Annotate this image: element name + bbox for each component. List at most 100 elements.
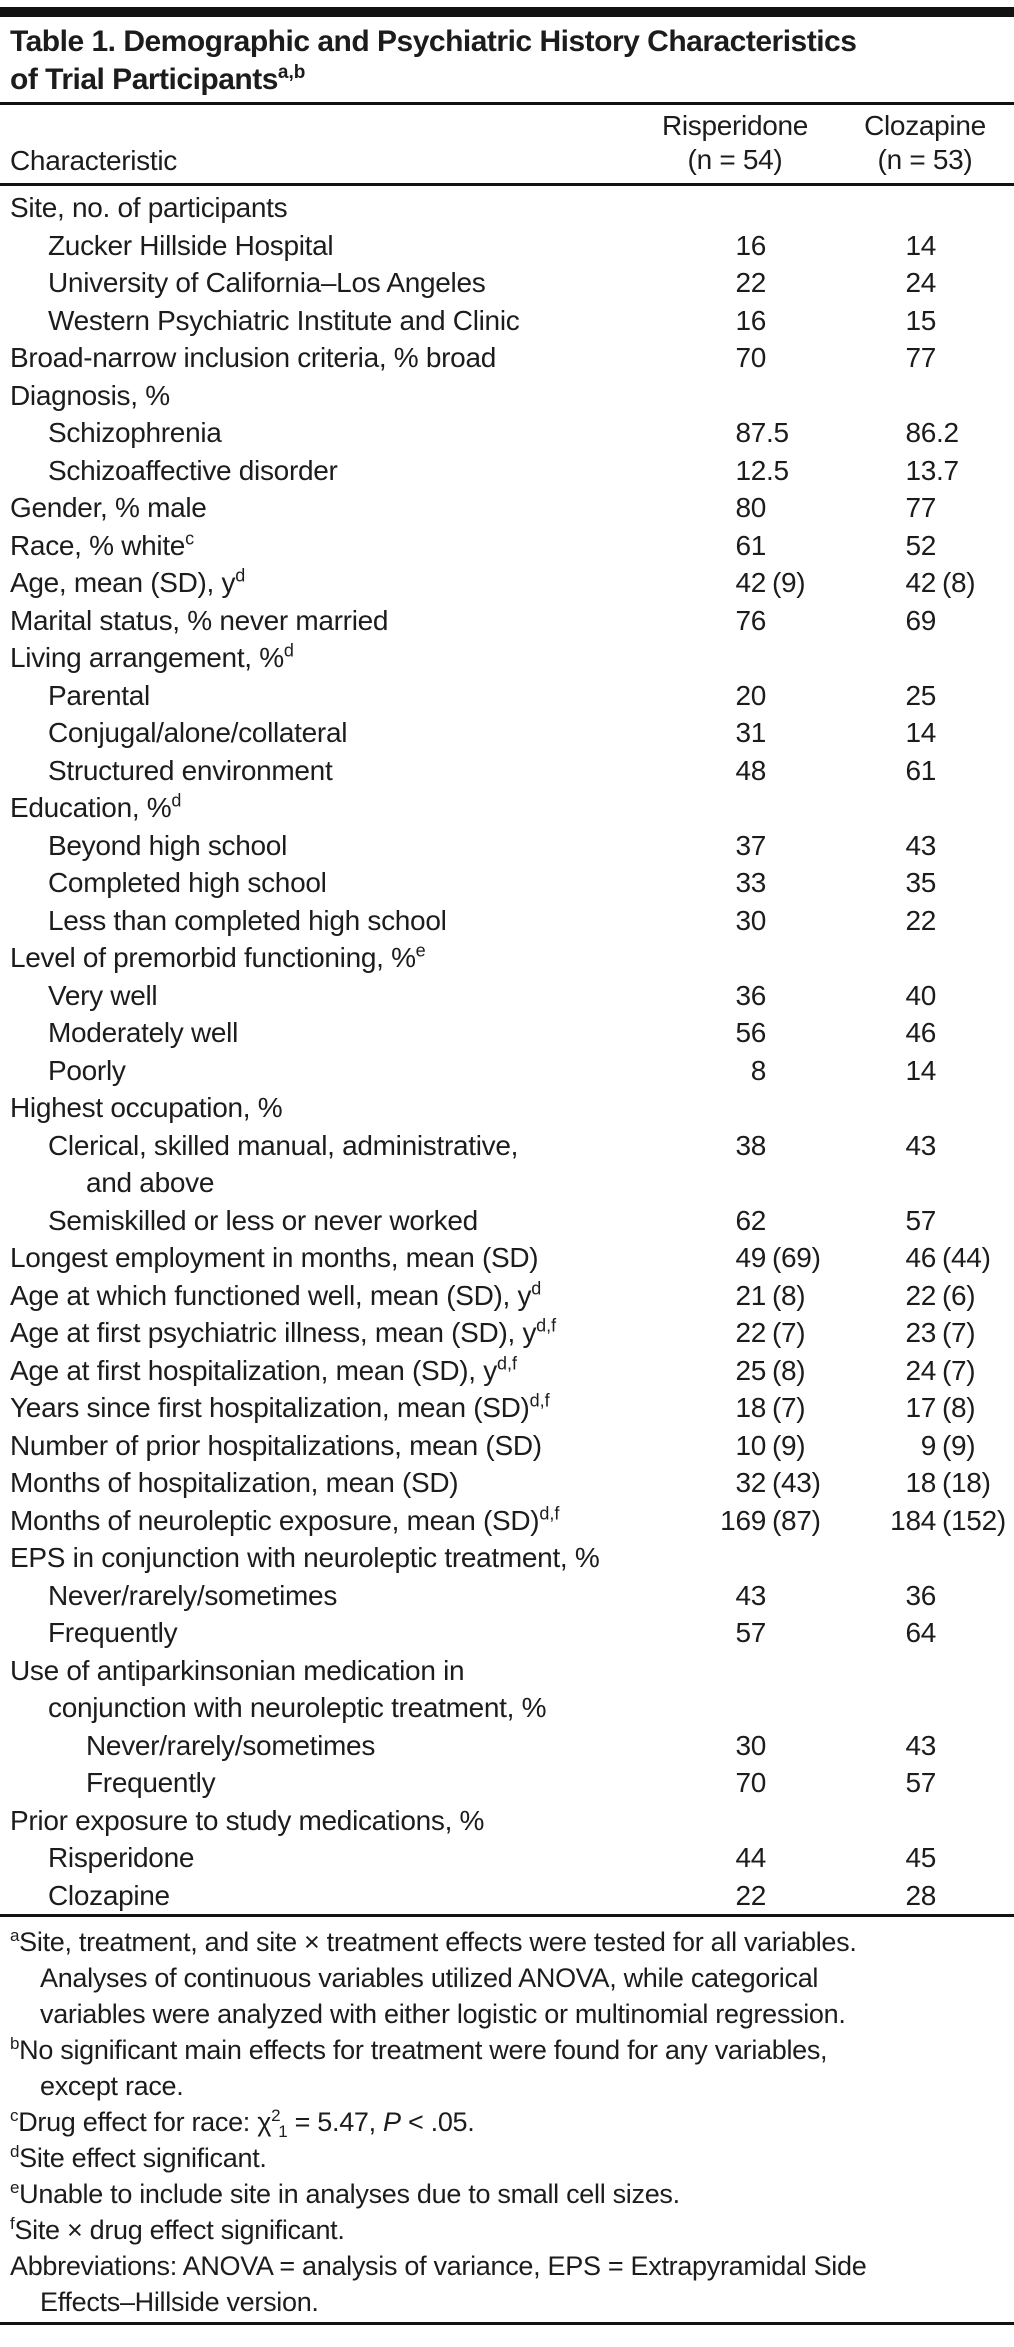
- risperidone-value: 44: [735, 1842, 766, 1873]
- table-row: University of California–Los Angeles 22 …: [10, 264, 1010, 302]
- clozapine-value: 24: [905, 267, 936, 298]
- row-label: Marital status, % never married: [10, 604, 389, 636]
- clozapine-value: 52: [905, 529, 936, 561]
- row-label-cell: Completed high school: [10, 864, 630, 902]
- clozapine-value: 77: [905, 342, 936, 373]
- row-label-cell: Highest occupation, %: [10, 1089, 630, 1127]
- row-label: Living arrangement, %: [10, 642, 284, 673]
- footnote-marker: d: [235, 565, 246, 586]
- row-label-cell: University of California–Los Angeles: [10, 264, 630, 302]
- clozapine-value: 14: [905, 1054, 936, 1086]
- row-label: Never/rarely/sometimes: [86, 1729, 376, 1761]
- row-label: Prior exposure to study medications, %: [10, 1804, 485, 1836]
- clozapine-value: 14: [905, 229, 936, 261]
- row-label-cell: Living arrangement, %d: [10, 639, 630, 677]
- clozapine-value: 77: [905, 492, 936, 523]
- table-row: Completed high school 33 35: [10, 864, 1010, 902]
- table-row: Semiskilled or less or never worked 62 5…: [10, 1202, 1010, 1240]
- table-row: Use of antiparkinsonian medication in co…: [10, 1652, 1010, 1727]
- row-label-cell: EPS in conjunction with neuroleptic trea…: [10, 1539, 630, 1577]
- table-row: Clozapine 22 28: [10, 1877, 1010, 1915]
- row-label: Broad-narrow inclusion criteria, % broad: [10, 342, 496, 373]
- table-row: Never/rarely/sometimes 30 43: [10, 1727, 1010, 1765]
- table-row: EPS in conjunction with neuroleptic trea…: [10, 1539, 1010, 1577]
- footnote-d: dSite effect significant.: [10, 2142, 267, 2173]
- table-row: Level of premorbid functioning, %e: [10, 939, 1010, 977]
- footnote-d-marker: d: [10, 2142, 20, 2161]
- row-label: Clozapine: [48, 1879, 170, 1911]
- row-label-cell: Moderately well: [10, 1014, 630, 1052]
- clozapine-value: 24 (7): [905, 1354, 976, 1386]
- table-row: Months of neuroleptic exposure, mean (SD…: [10, 1502, 1010, 1540]
- row-label: Clerical, skilled manual, administrative…: [48, 1129, 519, 1161]
- table-row: Structured environment 48 61: [10, 752, 1010, 790]
- table-row: Prior exposure to study medications, %: [10, 1802, 1010, 1840]
- table-title-line2: of Trial Participantsa,b: [10, 62, 306, 96]
- risperidone-value: 56: [735, 1017, 766, 1048]
- table-row: Never/rarely/sometimes 43 36: [10, 1577, 1010, 1615]
- clozapine-value: 184 (152): [890, 1504, 1006, 1536]
- risperidone-value: 87.5: [735, 417, 789, 448]
- risperidone-value: 70: [735, 342, 766, 373]
- row-label: EPS in conjunction with neuroleptic trea…: [10, 1542, 600, 1573]
- row-label-cell: Prior exposure to study medications, %: [10, 1802, 630, 1840]
- row-label: Risperidone: [48, 1842, 195, 1873]
- clozapine-value: 22 (6): [905, 1279, 976, 1311]
- row-label-cell: Age at first hospitalization, mean (SD),…: [10, 1352, 630, 1390]
- bottom-rule: [0, 2322, 1014, 2325]
- footnotes: aSite, treatment, and site × treatment e…: [0, 1917, 1014, 2320]
- row-label-cell: Age at which functioned well, mean (SD),…: [10, 1277, 630, 1315]
- row-label-cell: Months of hospitalization, mean (SD): [10, 1464, 630, 1502]
- risperidone-value: 61: [735, 529, 766, 561]
- clozapine-value: 9 (9): [920, 1429, 976, 1461]
- table-row: Clerical, skilled manual, administrative…: [10, 1127, 1010, 1202]
- risperidone-column-header: Risperidone (n = 54): [630, 109, 840, 177]
- risperidone-value: 42 (9): [735, 567, 806, 598]
- table-row: Beyond high school 37 43: [10, 827, 1010, 865]
- footnote-f-marker: f: [10, 2214, 15, 2233]
- risperidone-value: 10 (9): [735, 1429, 806, 1461]
- table-row: Marital status, % never married 76 69: [10, 602, 1010, 640]
- row-label: Very well: [48, 979, 158, 1011]
- row-label-cell: Never/rarely/sometimes: [10, 1727, 630, 1765]
- row-label: Use of antiparkinsonian medication in: [10, 1654, 465, 1686]
- row-label-cell: Semiskilled or less or never worked: [10, 1202, 630, 1240]
- table-row: Race, % whitec 61 52: [10, 527, 1010, 565]
- footnote-a-marker: a: [10, 1926, 20, 1945]
- row-label-cell: Months of neuroleptic exposure, mean (SD…: [10, 1502, 630, 1540]
- row-label: Site, no. of participants: [10, 192, 288, 223]
- row-label-cell: Number of prior hospitalizations, mean (…: [10, 1427, 630, 1465]
- risperidone-value: 25 (8): [735, 1354, 806, 1386]
- table-row: Longest employment in months, mean (SD) …: [10, 1239, 1010, 1277]
- table-row: Education, %d: [10, 789, 1010, 827]
- row-label: Beyond high school: [48, 829, 287, 861]
- table-title-line1: Table 1. Demographic and Psychiatric His…: [10, 25, 857, 58]
- row-label-cell: Clozapine: [10, 1877, 630, 1915]
- row-label: Less than completed high school: [48, 904, 447, 936]
- table-row: Months of hospitalization, mean (SD) 32(…: [10, 1464, 1010, 1502]
- row-label-cell: Frequently: [10, 1614, 630, 1652]
- clozapine-value: 14: [905, 717, 936, 748]
- risperidone-header-n: (n = 54): [687, 144, 783, 175]
- table-row: Years since first hospitalization, mean …: [10, 1389, 1010, 1427]
- clozapine-value: 61: [905, 754, 936, 786]
- table-row: Conjugal/alone/collateral 31 14: [10, 714, 1010, 752]
- row-label: Completed high school: [48, 867, 327, 898]
- table-row: Diagnosis, %: [10, 377, 1010, 415]
- body-rule: [0, 1914, 1014, 1917]
- table-row: Age at which functioned well, mean (SD),…: [10, 1277, 1010, 1315]
- row-label: Race, % white: [10, 529, 186, 561]
- footnote-marker: d,f: [539, 1503, 560, 1524]
- risperidone-value: 22 (7): [735, 1317, 806, 1348]
- row-label: Highest occupation, %: [10, 1092, 283, 1123]
- row-label: Age, mean (SD), y: [10, 567, 236, 598]
- row-label-cell: Parental: [10, 677, 630, 715]
- risperidone-value: 80: [735, 492, 766, 523]
- clozapine-value: 17 (8): [905, 1392, 976, 1423]
- row-label-wrap-line: conjunction with neuroleptic treatment, …: [48, 1692, 547, 1723]
- chi-square-subscript: 1: [278, 2122, 288, 2142]
- table-row: Age, mean (SD), yd 42 (9) 42 (8): [10, 564, 1010, 602]
- row-label: Number of prior hospitalizations, mean (…: [10, 1429, 542, 1461]
- row-label: Longest employment in months, mean (SD): [10, 1242, 539, 1273]
- journal-table-page: Table 1. Demographic and Psychiatric His…: [0, 7, 1014, 2325]
